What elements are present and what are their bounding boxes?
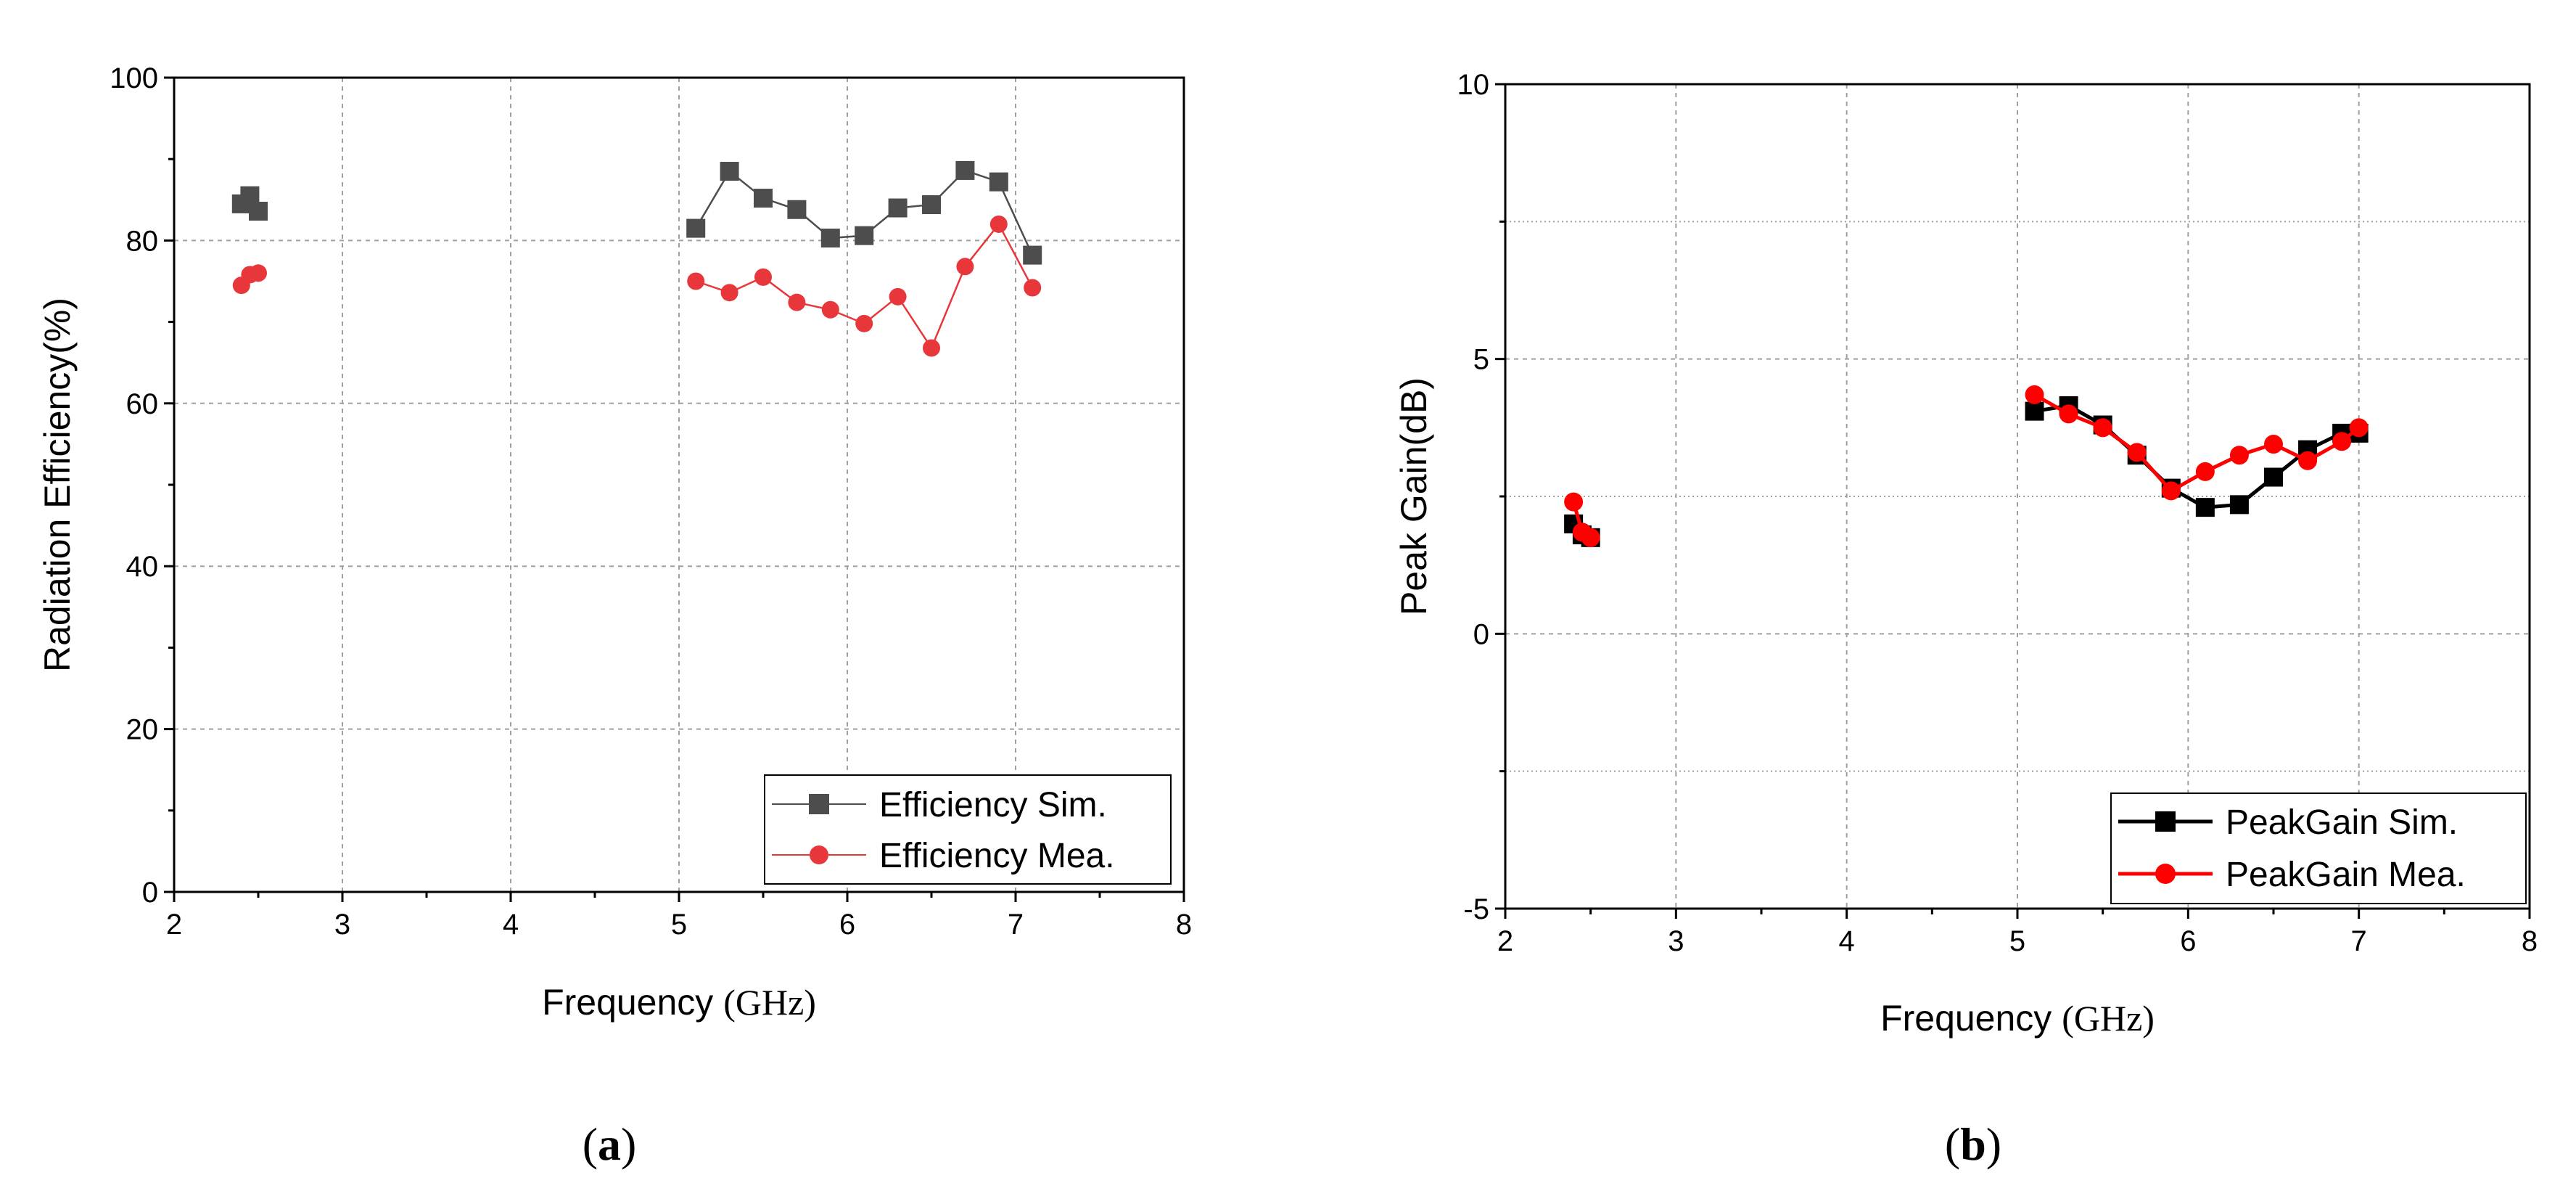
chart-b-mea-point <box>1564 492 1584 512</box>
chart-b-legend-box <box>2110 792 2527 904</box>
chart-a-mea-point <box>1024 279 1042 297</box>
chart-a-series <box>231 160 1042 357</box>
chart-a-sim-point <box>787 200 807 219</box>
chart-a-x-axis-label: Frequency (GHz) <box>542 982 816 1023</box>
chart-b-x-tick-label: 2 <box>1497 925 1513 957</box>
chart-a-x-tick-label: 8 <box>1176 909 1192 941</box>
chart-b-mea-point <box>2298 451 2318 470</box>
chart-a-y-tick-label: 80 <box>126 225 159 257</box>
chart-b-x-tick-label: 6 <box>2180 925 2196 957</box>
chart-a-legend-sim-label: Efficiency Sim. <box>879 786 1107 824</box>
chart-a-sim-point <box>686 218 706 238</box>
chart-b-sim-point <box>2229 495 2249 515</box>
chart-a-mea-point <box>989 215 1008 233</box>
chart-a-sim-point <box>754 189 773 208</box>
chart-b-mea-point <box>2161 481 2181 501</box>
chart-b-legend-sim-marker <box>2155 811 2176 832</box>
chart-a-x-tick-label: 6 <box>839 909 855 941</box>
chart-a-sim-point <box>955 160 975 180</box>
chart-b-x-tick-label: 5 <box>2009 925 2025 957</box>
chart-a-legend-box <box>764 774 1172 885</box>
chart-a-caption: (a) <box>583 1118 637 1170</box>
chart-a-sim-point <box>989 172 1008 192</box>
chart-a-mea-point <box>855 314 873 332</box>
chart-b-legend-mea-marker <box>2155 864 2176 884</box>
chart-b-mea-point <box>2127 443 2147 462</box>
chart-a-grid <box>174 78 1184 892</box>
chart-a-mea-point <box>687 272 705 290</box>
chart-a-legend-sim-marker <box>809 794 829 814</box>
chart-a-sim-point <box>720 162 739 181</box>
chart-b: 2 3 4 5 6 7 8 -5 0 5 10 Peak Gain(dB) Frequency (G… <box>1394 69 2538 1170</box>
chart-a-sim-point <box>1023 245 1042 265</box>
chart-a-sim-point <box>855 226 874 245</box>
chart-b-x-tick-label: 3 <box>1668 925 1684 957</box>
chart-a-sim-point <box>249 202 268 221</box>
chart-b-sim-point <box>2264 467 2283 487</box>
chart-a-sim-point <box>820 229 840 248</box>
chart-b-x-tick-label: 4 <box>1839 925 1855 957</box>
chart-b-x-tick-label: 8 <box>2522 925 2538 957</box>
chart-a-mea-point <box>720 284 738 302</box>
chart-b-sim-point <box>2195 498 2215 517</box>
chart-a-y-tick-label: 20 <box>126 714 159 746</box>
chart-b-mea-point <box>2059 404 2078 424</box>
chart-a-sim-point <box>922 195 941 215</box>
chart-b-grid <box>1505 84 2530 909</box>
chart-a-y-tick-label: 0 <box>142 877 158 909</box>
chart-a-mea-point <box>956 258 974 276</box>
chart-a-x-tick-label: 7 <box>1008 909 1024 941</box>
chart-a-legend: Efficiency Sim. Efficiency Mea. <box>764 774 1172 885</box>
chart-a-legend-mea-marker <box>810 845 828 864</box>
chart-a-sim-point <box>888 198 908 218</box>
chart-a-x-tick-label: 5 <box>671 909 687 941</box>
chart-b-mea-point <box>2229 446 2249 465</box>
chart-b-sim-point <box>2025 401 2044 421</box>
chart-b-y-tick-label: 5 <box>1473 344 1489 376</box>
chart-b-ticks: 2 3 4 5 6 7 8 -5 0 5 10 <box>1457 69 2538 957</box>
chart-b-legend-sim-label: PeakGain Sim. <box>2226 803 2458 842</box>
chart-a-y-tick-label: 40 <box>126 551 159 583</box>
chart-b-y-tick-label: 0 <box>1473 618 1489 650</box>
chart-b-x-axis-label: Frequency (GHz) <box>1880 998 2155 1039</box>
chart-b-series <box>1564 385 2369 547</box>
chart-a-mea-point <box>754 268 772 286</box>
chart-a-mea-point <box>923 339 940 357</box>
chart-a-x-tick-label: 3 <box>334 909 350 941</box>
chart-a-mea-point <box>788 293 806 311</box>
chart-b-y-tick-label: -5 <box>1463 893 1489 925</box>
chart-a-mea-point <box>250 264 267 282</box>
chart-b-mea-point <box>1581 528 1600 547</box>
chart-b-mea-point <box>2195 462 2215 481</box>
chart-b-caption: (b) <box>1945 1118 2001 1170</box>
chart-a-legend-mea-label: Efficiency Mea. <box>879 837 1115 875</box>
chart-b-mea-point <box>2332 432 2352 451</box>
chart-b-mea-point <box>2349 418 2369 438</box>
chart-a-y-tick-label: 100 <box>110 62 158 94</box>
chart-a-mea-point <box>889 287 907 306</box>
chart-b-legend: PeakGain Sim. PeakGain Mea. <box>2110 792 2527 904</box>
chart-a-mea-point <box>821 300 839 319</box>
chart-b-mea-point <box>2093 418 2112 438</box>
chart-b-x-tick-label: 7 <box>2351 925 2367 957</box>
chart-a-x-tick-label: 4 <box>503 909 519 941</box>
chart-b-legend-mea-label: PeakGain Mea. <box>2226 856 2466 894</box>
chart-a-y-axis-label: Radiation Efficiency(%) <box>37 298 78 672</box>
chart-b-mea-point <box>2264 435 2283 454</box>
chart-a-x-tick-label: 2 <box>166 909 182 941</box>
chart-b-y-axis-label: Peak Gain(dB) <box>1394 377 1434 615</box>
chart-b-y-tick-label: 10 <box>1457 69 1490 101</box>
chart-b-mea-point <box>2025 385 2044 404</box>
chart-a-y-tick-label: 60 <box>126 388 159 420</box>
